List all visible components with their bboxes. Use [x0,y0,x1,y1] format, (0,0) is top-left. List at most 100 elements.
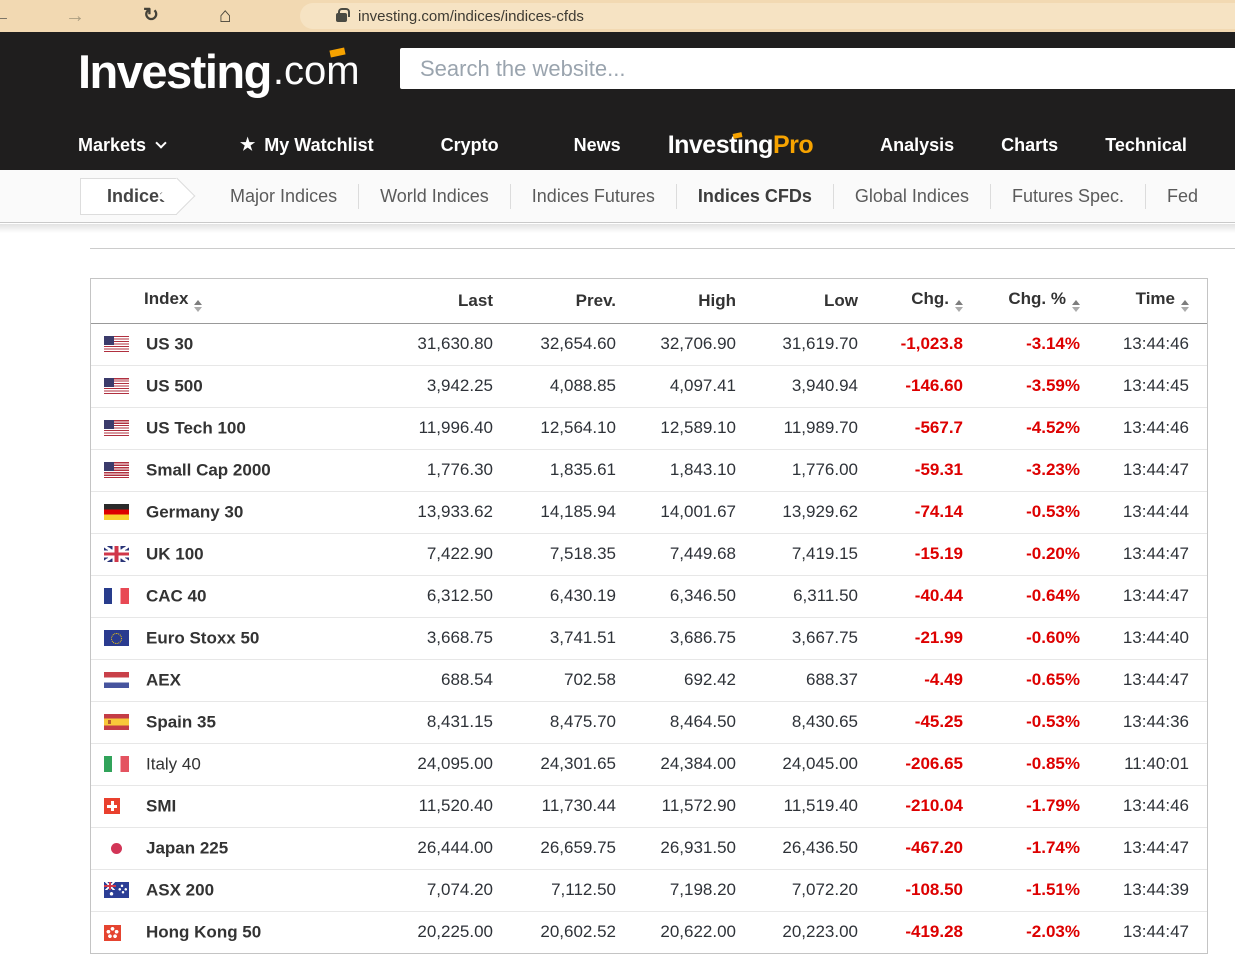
low-value: 11,989.70 [738,406,860,449]
change-value: -74.14 [860,490,965,533]
high-value: 3,686.75 [618,616,738,659]
table-row[interactable]: Spain 35 8,431.15 8,475.70 8,464.50 8,43… [91,700,1207,743]
tab-futures-spec[interactable]: Futures Spec. [991,183,1147,209]
flag-us-icon [104,420,129,437]
nav-item-analysis[interactable]: Analysis [880,134,955,155]
tab-global-indices[interactable]: Global Indices [834,183,991,209]
last-value: 1,776.30 [379,448,495,491]
column-header-high: High [618,279,738,324]
time-value: 11:40:01 [1082,742,1207,785]
home-icon[interactable]: ⌂ [218,4,232,27]
change-value: -4.49 [860,658,965,701]
index-name-link[interactable]: ASX 200 [146,880,215,900]
forward-arrow-icon[interactable]: → [65,5,85,27]
change-percent-value: -0.64% [965,574,1082,617]
low-value: 31,619.70 [738,322,860,365]
main-nav: Markets ★ My Watchlist Crypto News Invest… [78,120,1235,170]
index-name-link[interactable]: US Tech 100 [146,418,246,438]
index-name-link[interactable]: UK 100 [146,544,204,564]
table-row[interactable]: Hong Kong 50 20,225.00 20,602.52 20,622.… [91,910,1207,953]
index-name-link[interactable]: Hong Kong 50 [146,922,262,942]
sort-arrows-icon [1181,300,1189,313]
index-name-link[interactable]: CAC 40 [146,586,207,606]
tab-indices[interactable]: Indices [80,177,178,215]
time-value: 13:44:44 [1082,490,1207,533]
time-value: 13:44:45 [1082,364,1207,407]
table-row[interactable]: Small Cap 2000 1,776.30 1,835.61 1,843.1… [91,448,1207,491]
last-value: 24,095.00 [379,742,495,785]
index-name-link[interactable]: Italy 40 [146,754,201,774]
change-value: -45.25 [860,700,965,743]
tab-indices-futures[interactable]: Indices Futures [511,183,677,209]
table-row[interactable]: US 500 3,942.25 4,088.85 4,097.41 3,940.… [91,364,1207,407]
column-header-chg[interactable]: Chg. [860,279,965,324]
prev-value: 20,602.52 [495,910,618,953]
nav-item-technical[interactable]: Technical [1105,134,1187,155]
tab-major-indices[interactable]: Major Indices [209,183,360,209]
table-row[interactable]: Germany 30 13,933.62 14,185.94 14,001.67… [91,490,1207,533]
change-value: -15.19 [860,532,965,575]
low-value: 20,223.00 [738,910,860,953]
prev-value: 4,088.85 [495,364,618,407]
table-row[interactable]: SMI 11,520.40 11,730.44 11,572.90 11,519… [91,784,1207,827]
table-row[interactable]: CAC 40 6,312.50 6,430.19 6,346.50 6,311.… [91,574,1207,617]
search-input[interactable] [400,48,1235,89]
table-row[interactable]: US Tech 100 11,996.40 12,564.10 12,589.1… [91,406,1207,449]
indices-table-body: US 30 31,630.80 32,654.60 32,706.90 31,6… [91,322,1207,953]
table-row[interactable]: AEX 688.54 702.58 692.42 688.37 -4.49 -0… [91,658,1207,701]
indices-table: Index Last Prev. High Low Chg. Chg. % Ti… [90,278,1208,954]
time-value: 13:44:47 [1082,826,1207,869]
column-header-chg-pct[interactable]: Chg. % [965,279,1082,324]
back-arrow-icon[interactable]: ← [0,5,11,27]
table-row[interactable]: Italy 40 24,095.00 24,301.65 24,384.00 2… [91,742,1207,785]
high-value: 4,097.41 [618,364,738,407]
refresh-icon[interactable]: ↻ [143,5,159,26]
change-percent-value: -0.53% [965,700,1082,743]
table-row[interactable]: US 30 31,630.80 32,654.60 32,706.90 31,6… [91,322,1207,365]
nav-item-charts[interactable]: Charts [1001,134,1059,155]
nav-item-my-watchlist[interactable]: ★ My Watchlist [240,134,374,155]
index-name-link[interactable]: Germany 30 [146,502,244,522]
tab-world-indices[interactable]: World Indices [359,183,511,209]
last-value: 11,996.40 [379,406,495,449]
table-row[interactable]: Euro Stoxx 50 3,668.75 3,741.51 3,686.75… [91,616,1207,659]
prev-value: 24,301.65 [495,742,618,785]
index-name-link[interactable]: Japan 225 [146,838,229,858]
index-name-link[interactable]: Small Cap 2000 [146,460,271,480]
investing-logo[interactable]: Investing .com [78,32,360,110]
last-value: 6,312.50 [379,574,495,617]
site-header: Investing .com Markets ★My Watchlist Cry… [0,32,1235,170]
url-text[interactable]: investing.com/indices/indices-cfds [358,7,584,25]
index-name-link[interactable]: US 500 [146,376,203,396]
column-header-time[interactable]: Time [1082,279,1207,324]
last-value: 3,942.25 [379,364,495,407]
tab-indices-cfds[interactable]: Indices CFDs [677,183,834,209]
tab-fed-partial[interactable]: Fed [1167,185,1199,206]
index-name-link[interactable]: US 30 [146,334,194,354]
change-value: -21.99 [860,616,965,659]
high-value: 1,843.10 [618,448,738,491]
change-value: -467.20 [860,826,965,869]
nav-item-markets[interactable]: Markets [78,135,167,156]
column-header-index[interactable]: Index [91,279,379,324]
high-value: 20,622.00 [618,910,738,953]
table-row[interactable]: ASX 200 7,074.20 7,112.50 7,198.20 7,072… [91,868,1207,911]
nav-item-news[interactable]: News [573,134,621,155]
index-name-link[interactable]: Euro Stoxx 50 [146,628,260,648]
table-row[interactable]: UK 100 7,422.90 7,518.35 7,449.68 7,419.… [91,532,1207,575]
change-percent-value: -0.20% [965,532,1082,575]
change-value: -108.50 [860,868,965,911]
nav-item-crypto[interactable]: Crypto [440,134,499,155]
indices-tab-bar: Indices Major Indices World Indices Indi… [0,170,1235,223]
nav-item-investing-pro[interactable]: Investing Pro [667,130,814,159]
time-value: 13:44:47 [1082,448,1207,491]
table-row[interactable]: Japan 225 26,444.00 26,659.75 26,931.50 … [91,826,1207,869]
table-header-row: Index Last Prev. High Low Chg. Chg. % Ti… [91,279,1207,324]
index-name-link[interactable]: Spain 35 [146,712,216,732]
logo-suffix-text: .com [272,48,360,93]
address-bar[interactable]: investing.com/indices/indices-cfds [300,3,1235,29]
index-name-link[interactable]: AEX [146,670,181,690]
index-name-link[interactable]: SMI [146,796,177,816]
last-value: 20,225.00 [379,910,495,953]
low-value: 688.37 [738,658,860,701]
